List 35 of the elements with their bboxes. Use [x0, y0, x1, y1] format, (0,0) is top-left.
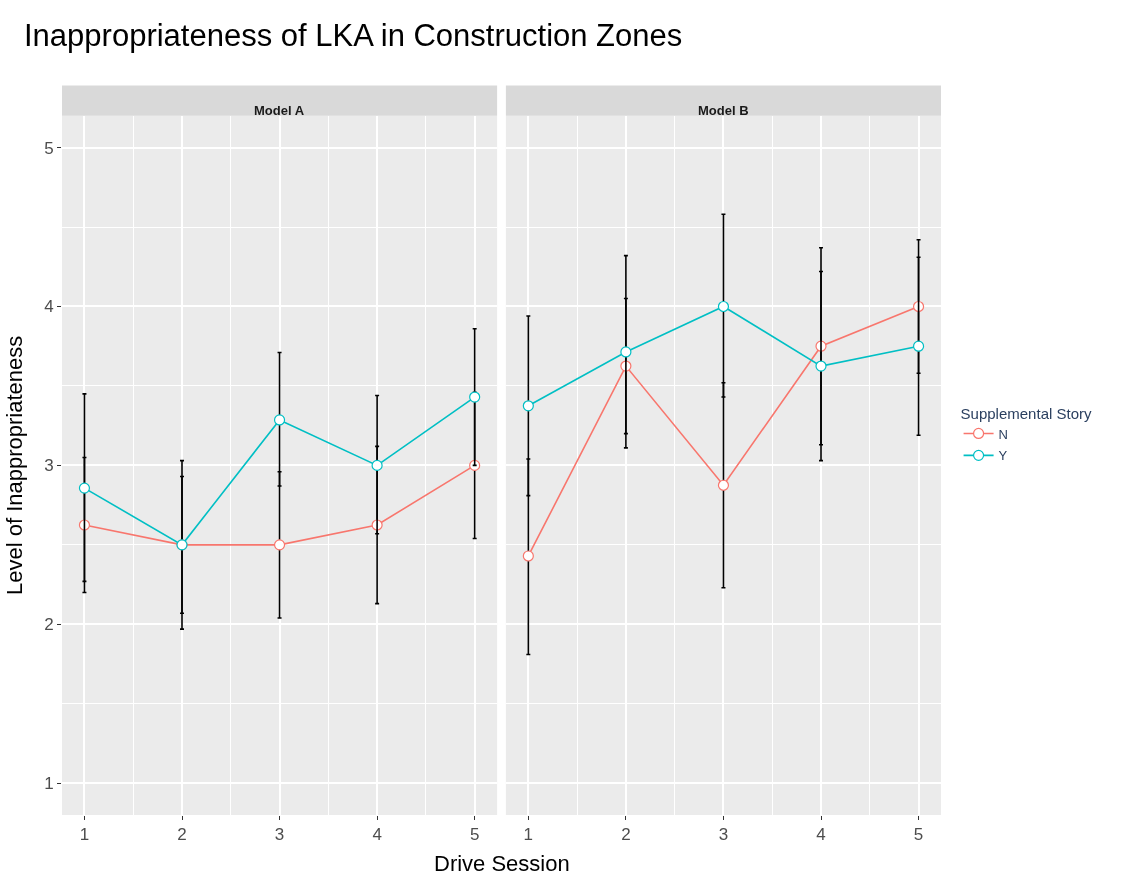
- y-tick-label: 5: [44, 138, 54, 158]
- x-tick-label: 2: [621, 825, 631, 845]
- point: [78, 482, 91, 494]
- x-tick-label: 1: [523, 825, 534, 845]
- x-tick-label: 4: [372, 825, 382, 845]
- point: [620, 346, 632, 358]
- y-tick-label: 4: [44, 297, 54, 317]
- y-tick-label: 2: [44, 615, 54, 635]
- point: [522, 550, 534, 562]
- legend-title: Supplemental Story: [960, 404, 1092, 422]
- point: [717, 479, 730, 491]
- y-axis-title: Level of Inappropriateness: [1, 335, 27, 596]
- point: [273, 414, 286, 426]
- x-tick-label: 3: [274, 825, 285, 845]
- y-tick-label: 1: [44, 774, 54, 794]
- point: [273, 539, 286, 551]
- x-axis-title: Drive Session: [434, 851, 570, 876]
- point: [815, 360, 827, 372]
- point: [912, 340, 925, 352]
- point: [522, 400, 534, 412]
- legend-label: Y: [998, 448, 1008, 464]
- x-tick-label: 5: [913, 825, 924, 845]
- point: [717, 300, 730, 313]
- point: [469, 391, 481, 403]
- point: [371, 459, 383, 471]
- x-tick-label: 1: [79, 825, 90, 845]
- x-tick-label: 2: [177, 825, 187, 845]
- chart-title: Inappropriateness of LKA in Construction Zones: [24, 18, 683, 53]
- chart-subtitle: Model B: [698, 103, 749, 118]
- legend-label: N: [998, 426, 1008, 442]
- y-tick-label: 3: [44, 456, 54, 476]
- x-tick-label: 4: [816, 825, 826, 845]
- x-tick-label: 3: [718, 825, 729, 845]
- chart-subtitle: Model A: [254, 103, 305, 118]
- x-tick-label: 5: [469, 825, 480, 845]
